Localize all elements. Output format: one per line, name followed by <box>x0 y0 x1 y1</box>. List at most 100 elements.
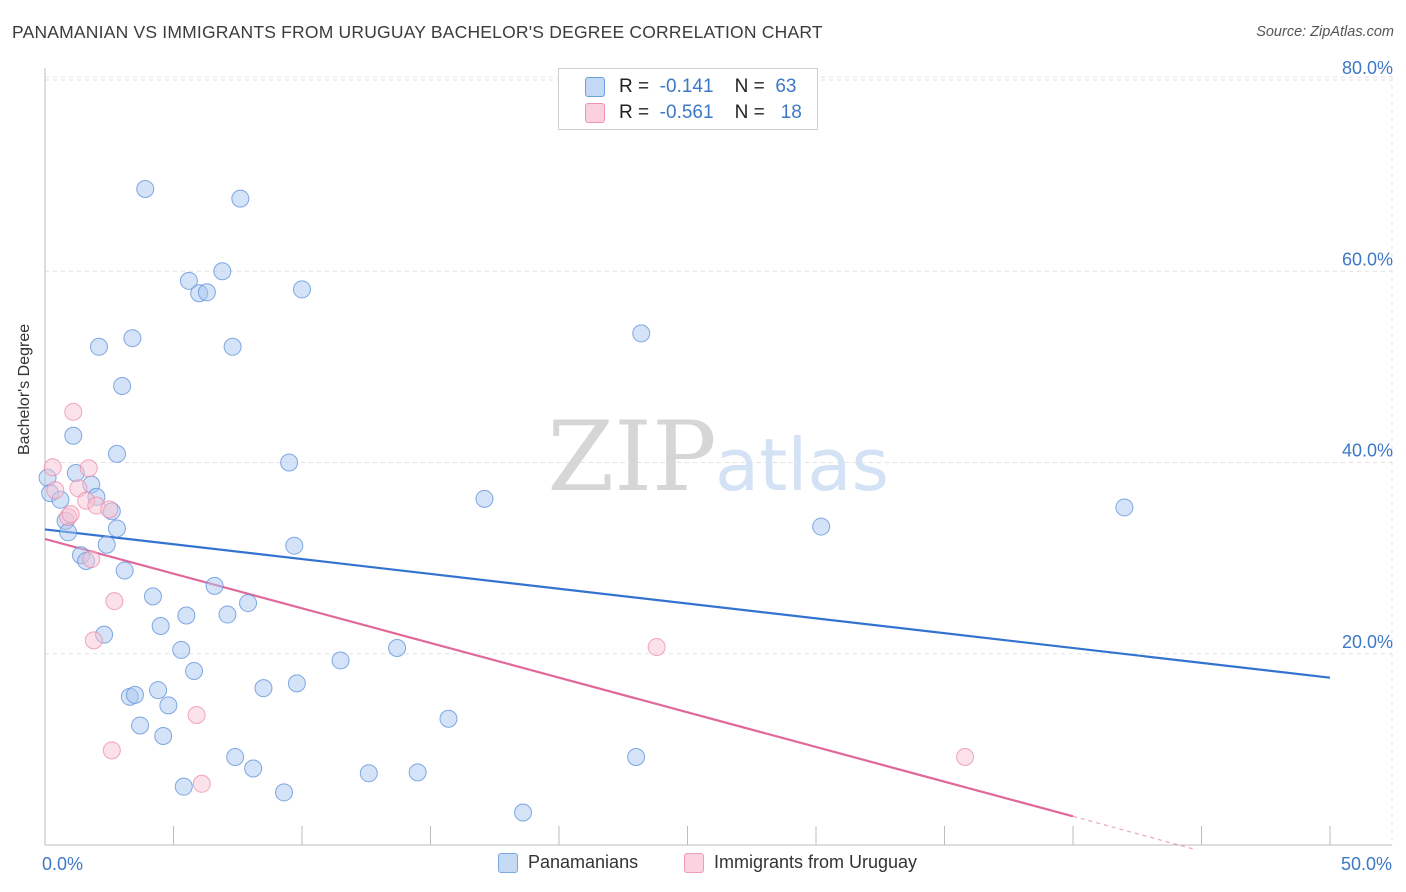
panamanian-point <box>136 180 155 199</box>
uruguay-point <box>192 774 211 793</box>
panamanian-point <box>213 262 232 281</box>
legend-r-label: R = <box>619 76 650 97</box>
uruguay-point <box>64 402 83 421</box>
axis-layer <box>44 68 1392 846</box>
watermark: ZIP atlas <box>547 401 889 513</box>
panamanian-point <box>89 337 108 356</box>
panamanian-point <box>812 517 831 536</box>
panamanian-point <box>231 189 250 208</box>
correlation-legend: R = -0.141 N = 63 R = -0.561 N = 18 <box>558 68 818 130</box>
bottom-legend-swatch-pink <box>684 852 704 873</box>
legend-row-panamanians: R = -0.141 N = 63 <box>585 75 796 99</box>
y-tick-label: 80.0% <box>1342 58 1393 78</box>
x-tick-label: 50.0% <box>1341 854 1392 874</box>
legend-r-label: R = <box>619 102 650 123</box>
y-axis-label: Bachelor's Degree <box>16 323 33 455</box>
panamanian-point <box>177 606 196 625</box>
panamanian-point <box>107 444 126 463</box>
legend-swatch-blue <box>585 77 605 97</box>
source-label: Source: ZipAtlas.com <box>1256 24 1394 40</box>
panamanian-point <box>280 453 299 472</box>
bottom-legend-panamanians: Panamanians <box>498 852 638 873</box>
panamanian-point <box>287 674 306 693</box>
panamanian-point <box>331 651 350 670</box>
bottom-legend-swatch-blue <box>498 852 518 873</box>
trend-line-extension <box>1072 815 1197 851</box>
panamanian-point <box>185 661 204 680</box>
panamanian-point <box>179 271 198 290</box>
panamanian-point <box>223 337 242 356</box>
uruguay-point <box>102 741 121 760</box>
uruguay-point <box>187 705 206 724</box>
panamanian-point <box>174 777 193 796</box>
tick-labels: 20.0% 40.0% 60.0% 80.0% 0.0% 50.0% <box>42 58 1393 874</box>
panamanian-point <box>254 679 273 698</box>
uruguay-point <box>61 505 80 524</box>
panamanian-point <box>113 377 132 395</box>
panamanian-point <box>154 726 173 745</box>
legend-swatch-pink <box>585 103 605 123</box>
y-tick-label: 20.0% <box>1342 632 1393 652</box>
panamanian-point <box>275 783 294 802</box>
panamanian-point <box>408 763 427 782</box>
legend-row-uruguay: R = -0.561 N = 18 <box>585 101 802 125</box>
panamanian-point <box>64 426 83 445</box>
bottom-legend-label: Panamanians <box>528 852 639 872</box>
uruguay-point <box>956 748 975 767</box>
panamanian-point <box>151 617 170 636</box>
panamanian-point <box>475 489 494 508</box>
y-tick-label: 40.0% <box>1342 441 1393 461</box>
panamanian-point <box>218 605 237 624</box>
panamanian-point <box>359 764 378 783</box>
panamanian-point <box>627 748 646 767</box>
uruguay-point <box>82 550 101 569</box>
data-points <box>38 180 1134 822</box>
panamanian-point <box>143 587 162 606</box>
legend-n-value: 63 <box>775 76 797 97</box>
bottom-legend-label: Immigrants from Uruguay <box>714 852 918 872</box>
panamanian-point <box>59 523 78 542</box>
trend-lines <box>44 528 1331 851</box>
panamanian-point <box>115 561 134 580</box>
grid-layer <box>45 76 1393 845</box>
panamanian-point <box>226 748 245 767</box>
panamanian-point <box>244 759 263 778</box>
panamanian-point <box>123 329 142 348</box>
uruguay-point <box>43 458 62 477</box>
watermark-zip: ZIP <box>547 401 716 513</box>
panamanian-point <box>514 803 533 822</box>
uruguay-point <box>100 500 119 519</box>
uruguay-point <box>105 592 124 611</box>
watermark-atlas: atlas <box>715 423 889 507</box>
panamanian-point <box>388 639 407 658</box>
panamanian-point <box>285 536 304 555</box>
uruguay-point <box>79 459 98 478</box>
panamanian-point <box>1115 498 1134 517</box>
panamanian-point <box>172 640 191 659</box>
panamanian-point <box>632 324 651 343</box>
legend-n-label: N = <box>734 76 765 97</box>
panamanian-point <box>159 696 178 715</box>
uruguay-point <box>46 481 65 500</box>
panamanian-point <box>149 681 168 700</box>
panamanian-point <box>293 280 311 299</box>
uruguay-point <box>647 638 666 657</box>
y-tick-label: 60.0% <box>1342 249 1393 269</box>
chart-title: PANAMANIAN VS IMMIGRANTS FROM URUGUAY BA… <box>12 22 823 42</box>
legend-r-value: -0.561 <box>659 102 714 123</box>
panamanian-point <box>197 283 216 302</box>
bottom-legend-uruguay: Immigrants from Uruguay <box>684 852 917 873</box>
panamanian-point <box>107 519 126 538</box>
uruguay-point <box>84 631 103 650</box>
legend-n-value: 18 <box>780 102 802 123</box>
x-tick-label: 0.0% <box>42 854 83 874</box>
panamanian-point <box>97 535 116 554</box>
panamanian-point <box>205 576 224 595</box>
trend-line <box>44 528 1331 679</box>
panamanian-point <box>125 685 144 704</box>
panamanian-point <box>439 709 458 728</box>
panamanian-point <box>239 594 258 613</box>
legend-r-value: -0.141 <box>659 76 714 97</box>
panamanian-point <box>131 716 150 735</box>
